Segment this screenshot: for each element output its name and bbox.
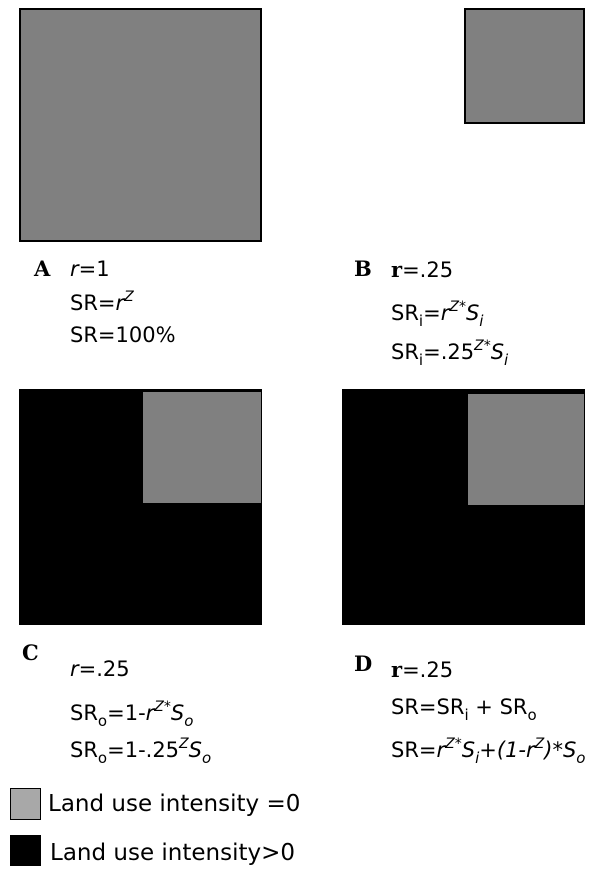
- panel-b-letter: B: [354, 256, 372, 281]
- panel-c-sr-line2: SRo=1-.25ZSo: [70, 736, 212, 767]
- panel-a-sr-formula: SR=rZ: [70, 289, 134, 315]
- panel-b-sr-line1: SRi=rZ*Si: [391, 299, 484, 330]
- panel-d-r: r=.25: [391, 657, 454, 682]
- panel-a-square: [19, 8, 262, 242]
- panel-c-r: r=.25: [70, 657, 130, 681]
- panel-c-letter: C: [22, 640, 39, 665]
- legend-label-positive: Land use intensity>0: [50, 840, 296, 866]
- legend-swatch-zero: [10, 788, 41, 820]
- panel-a-letter: A: [34, 256, 51, 281]
- panel-b-square: [464, 8, 585, 124]
- panel-a-r: r=1: [70, 257, 110, 281]
- panel-d-square: [342, 389, 585, 625]
- legend-swatch-positive: [10, 835, 41, 866]
- panel-d-letter: D: [354, 651, 373, 676]
- panel-a-sr-percent: SR=100%: [70, 323, 176, 347]
- panel-d-sr-line1: SR=SRi + SRo: [391, 695, 537, 724]
- panel-c-inner-square: [142, 391, 262, 504]
- panel-c-square: [19, 389, 262, 625]
- panel-d-sr-line2: SR=rZ*Si+(1-rZ)*So: [391, 736, 586, 767]
- panel-b-r: r=.25: [391, 257, 454, 282]
- panel-d-inner-square: [467, 393, 585, 506]
- legend-label-zero: Land use intensity =0: [48, 791, 301, 817]
- panel-c-sr-line1: SRo=1-rZ*So: [70, 699, 194, 730]
- panel-b-sr-line2: SRi=.25Z*Si: [391, 338, 509, 369]
